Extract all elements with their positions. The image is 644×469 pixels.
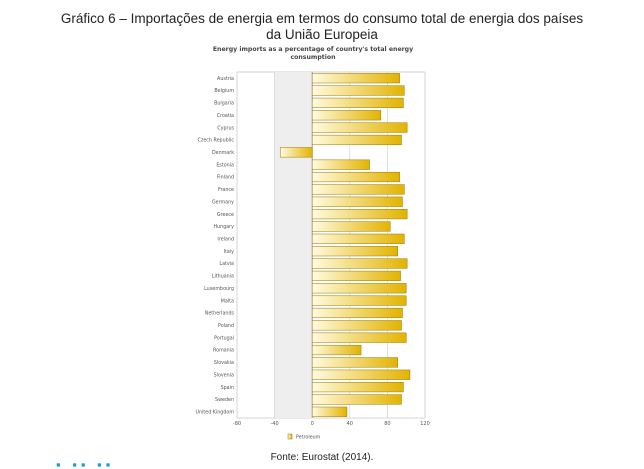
category-label: Austria (217, 76, 234, 82)
category-label: Malta (221, 298, 234, 304)
category-label: Poland (218, 323, 234, 329)
x-tick-label: 80 (384, 421, 390, 427)
bar (311, 73, 400, 84)
chart-title-line1: Energy imports as a percentage of countr… (212, 46, 414, 53)
bar (311, 97, 404, 108)
bar (311, 196, 403, 207)
category-label: Finland (217, 175, 234, 181)
x-tick-label: -80 (233, 421, 241, 427)
bar (311, 159, 370, 170)
category-label: Denmark (212, 150, 234, 156)
bar (311, 233, 405, 244)
category-label: Croatia (217, 113, 234, 119)
category-label: Slovenia (214, 372, 234, 378)
bar (311, 221, 391, 232)
bar (311, 382, 404, 393)
x-tick-label: -40 (271, 421, 279, 427)
bar (311, 258, 408, 269)
shaded-band (274, 72, 313, 418)
category-label: United Kingdom (195, 410, 234, 416)
category-label: Lithuania (212, 274, 234, 280)
category-label: Portugal (214, 335, 234, 341)
category-label: Luxembourg (204, 286, 234, 292)
category-label: Italy (224, 249, 235, 255)
category-label: Czech Republic (197, 138, 234, 144)
bar (311, 209, 408, 220)
bar (311, 295, 407, 306)
chart-title: Energy imports as a percentage of countr… (188, 46, 438, 61)
y-axis: Austria Belgium Bulgaria Croatia Cyprus Czech… (195, 76, 234, 416)
category-label: Netherlands (205, 311, 235, 317)
bar (279, 147, 313, 158)
legend-swatch-petroleum (287, 433, 293, 440)
category-label: Greece (217, 212, 234, 218)
category-label: Spain (221, 385, 234, 391)
category-label: Hungary (214, 224, 235, 230)
category-label: Bulgaria (214, 101, 234, 107)
decorative-dots: ▪ ▪▪ ▪▪ (56, 461, 115, 469)
category-label: Germany (212, 199, 234, 205)
category-label: Ireland (217, 237, 234, 243)
bar-series-petroleum (279, 73, 411, 417)
bar (311, 344, 362, 356)
bar (311, 171, 400, 183)
bar (311, 246, 398, 257)
chart-title-line2: consumption (290, 53, 336, 61)
bar (311, 184, 405, 195)
legend: Petroleum (287, 433, 321, 441)
figure-title-line2: da União Europeia (266, 27, 378, 42)
bar (311, 110, 382, 121)
bar (311, 332, 407, 343)
bar (311, 307, 403, 319)
category-label: Romania (213, 348, 234, 354)
bar (311, 394, 402, 405)
bar (311, 270, 401, 281)
figure-title-line1: Gráfico 6 – Importações de energia em te… (60, 11, 584, 26)
bar (311, 406, 348, 417)
category-label: Slovakia (214, 360, 234, 366)
bar (311, 134, 402, 146)
x-tick-label: 120 (420, 421, 430, 427)
bar (311, 283, 407, 294)
category-label: Belgium (214, 88, 234, 94)
category-label: Sweden (215, 397, 234, 403)
category-label: Cyprus (217, 125, 234, 131)
x-tick-label: 40 (347, 421, 353, 427)
bar (311, 369, 411, 380)
source-note: Fonte: Eurostat (2014). (270, 452, 374, 463)
category-label: Estonia (216, 162, 234, 168)
bar (311, 357, 398, 368)
category-label: France (218, 187, 234, 193)
bar (311, 85, 405, 96)
bar (311, 122, 408, 133)
legend-label-petroleum: Petroleum (296, 435, 321, 441)
x-tick-label: 0 (311, 421, 314, 427)
x-axis: -80 -40 0 40 80 120 (233, 421, 430, 427)
bar (311, 320, 402, 331)
category-label: Latvia (219, 261, 234, 267)
